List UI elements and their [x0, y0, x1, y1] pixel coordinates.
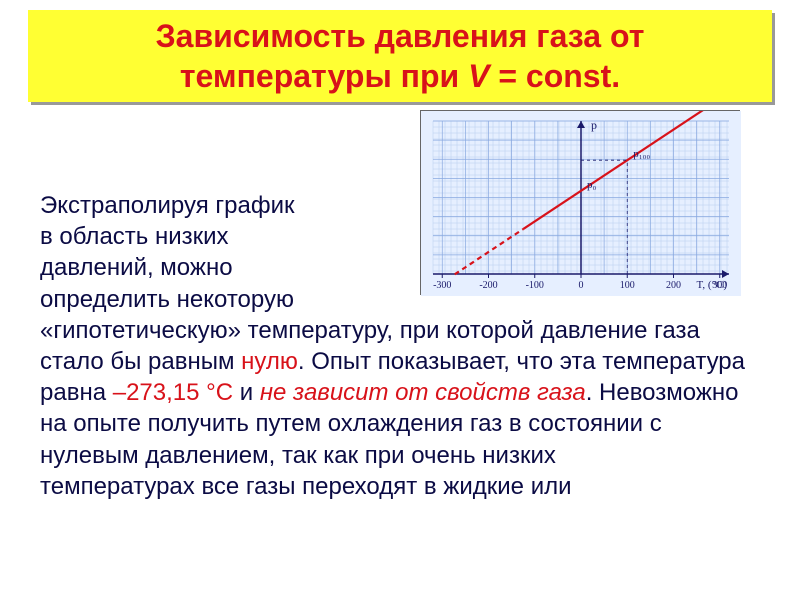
title-bar: Зависимость давления газа от температуры… — [28, 10, 772, 102]
title-line1: Зависимость давления газа от — [156, 18, 645, 54]
svg-text:-100: -100 — [526, 280, 544, 291]
svg-text:-200: -200 — [479, 280, 497, 291]
pressure-temperature-chart: -300-200-1000100200300T, (°C)pp₀p₁₀₀ — [420, 110, 740, 295]
p4: определить некоторую — [40, 286, 294, 313]
p-rest5: температурах все газы переходят в жидкие… — [40, 473, 572, 500]
svg-text:-300: -300 — [433, 280, 451, 291]
p2: в область низких — [40, 223, 229, 250]
svg-text:100: 100 — [620, 280, 635, 291]
svg-text:0: 0 — [579, 280, 584, 291]
text-beside-chart: Экстраполируя график в область низких да… — [40, 190, 380, 315]
word-zero: нулю — [241, 348, 298, 375]
chart-svg: -300-200-1000100200300T, (°C)pp₀p₁₀₀ — [421, 111, 741, 296]
p-rest3: и — [233, 379, 260, 406]
content-area: -300-200-1000100200300T, (°C)pp₀p₁₀₀ Экс… — [0, 108, 800, 502]
word-independent: не зависит от свойств газа — [260, 379, 586, 406]
svg-text:200: 200 — [666, 280, 681, 291]
title-line2-prefix: температуры при — [180, 58, 468, 94]
svg-text:p₁₀₀: p₁₀₀ — [633, 148, 650, 160]
title-var: V — [468, 58, 489, 94]
p3: давлений, можно — [40, 254, 233, 281]
title-line2-suffix: = const. — [489, 58, 620, 94]
word-temp: –273,15 °С — [113, 379, 233, 406]
svg-text:p₀: p₀ — [587, 179, 597, 191]
svg-text:p: p — [591, 118, 597, 132]
p1: Экстраполируя график — [40, 192, 295, 219]
svg-text:T, (°C): T, (°C) — [697, 279, 728, 291]
